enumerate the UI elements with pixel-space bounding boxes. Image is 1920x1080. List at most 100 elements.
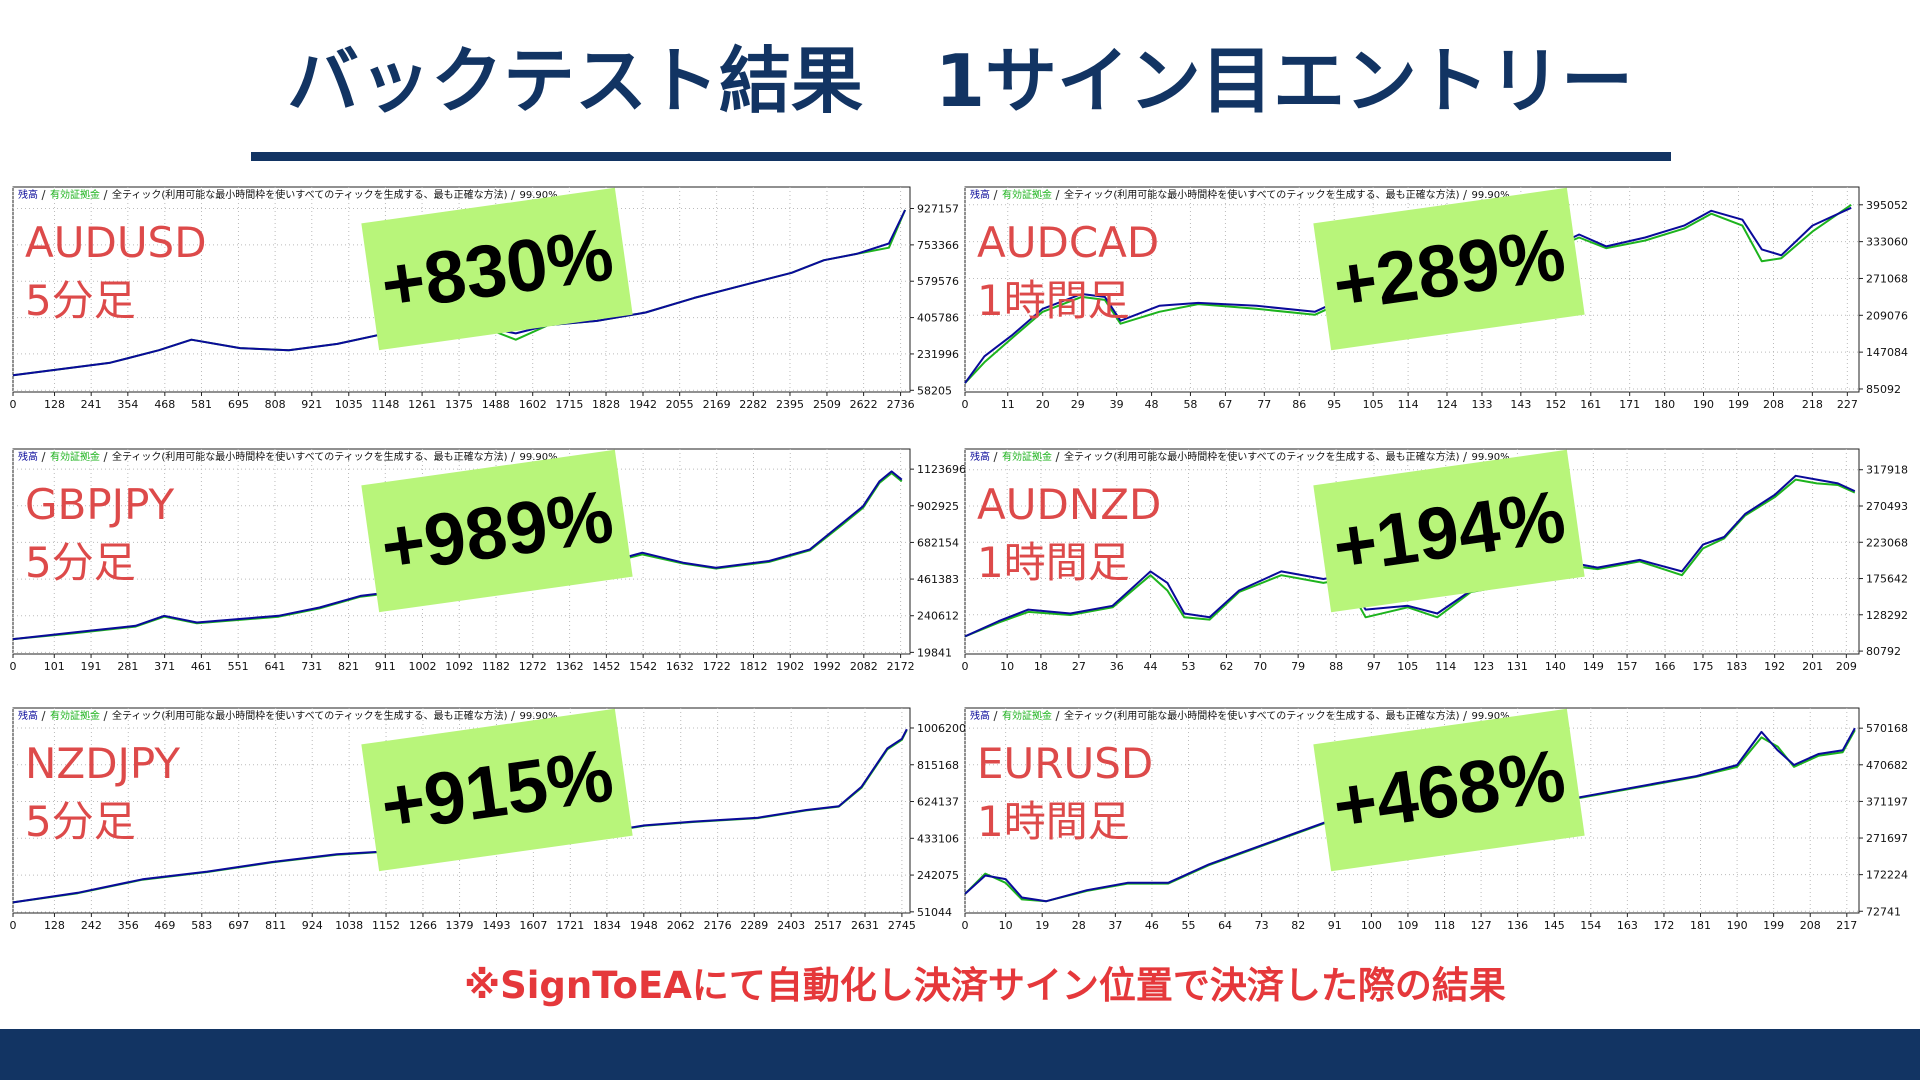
x-tick-label: 811 <box>265 919 286 932</box>
x-tick-label: 44 <box>1144 660 1158 673</box>
x-tick-label: 354 <box>117 398 138 411</box>
model-label: 全ティック(利用可能な最小時間枠を使いすべてのティックを生成する、最も正確な方法… <box>112 450 508 463</box>
x-tick-label: 1542 <box>629 660 657 673</box>
symbol-label: AUDCAD <box>977 218 1159 267</box>
x-tick-label: 114 <box>1398 398 1419 411</box>
x-tick-label: 97 <box>1367 660 1381 673</box>
x-tick-label: 79 <box>1291 660 1305 673</box>
separator <box>103 189 108 201</box>
x-tick-label: 0 <box>962 660 969 673</box>
quality-label: 99.90% <box>1472 190 1510 201</box>
x-tick-label: 2395 <box>776 398 804 411</box>
symbol-label: AUDNZD <box>977 480 1161 529</box>
separator <box>103 710 108 722</box>
x-tick-label: 181 <box>1690 919 1711 932</box>
x-tick-label: 241 <box>81 398 102 411</box>
y-tick-label: 19841 <box>917 646 952 659</box>
x-tick-label: 911 <box>375 660 396 673</box>
gain-badge: +289% <box>1313 187 1585 351</box>
x-tick-label: 201 <box>1802 660 1823 673</box>
x-tick-label: 2631 <box>851 919 879 932</box>
footnote: ※SignToEAにて自動化し決済サイン位置で決済した際の結果 <box>464 964 1506 1007</box>
x-tick-label: 53 <box>1182 660 1196 673</box>
model-label: 全ティック(利用可能な最小時間枠を使いすべてのティックを生成する、最も正確な方法… <box>1064 188 1460 201</box>
x-tick-label: 0 <box>10 660 17 673</box>
model-label: 全ティック(利用可能な最小時間枠を使いすべてのティックを生成する、最も正確な方法… <box>1064 450 1460 463</box>
separator <box>1463 451 1467 463</box>
x-tick-label: 10 <box>1000 660 1014 673</box>
x-tick-label: 10 <box>999 919 1013 932</box>
legend-label: 有効証拠金 <box>1002 709 1052 722</box>
x-tick-label: 172 <box>1653 919 1674 932</box>
y-tick-label: 231996 <box>917 348 959 361</box>
y-tick-label: 85092 <box>1866 383 1901 396</box>
x-tick-label: 821 <box>338 660 359 673</box>
x-tick-label: 77 <box>1257 398 1271 411</box>
x-tick-label: 39 <box>1110 398 1124 411</box>
x-tick-label: 695 <box>228 398 249 411</box>
x-tick-label: 131 <box>1507 660 1528 673</box>
model-label: 全ティック(利用可能な最小時間枠を使いすべてのティックを生成する、最も正確な方法… <box>112 709 508 722</box>
x-tick-label: 136 <box>1507 919 1528 932</box>
x-tick-label: 29 <box>1071 398 1085 411</box>
x-tick-label: 58 <box>1183 398 1197 411</box>
x-tick-label: 0 <box>10 398 17 411</box>
x-tick-label: 183 <box>1726 660 1747 673</box>
separator <box>511 451 515 463</box>
y-tick-label: 242075 <box>917 869 959 882</box>
x-tick-label: 1379 <box>446 919 474 932</box>
x-tick-label: 88 <box>1329 660 1343 673</box>
series-line <box>964 474 1856 638</box>
y-tick-label: 405786 <box>917 312 959 325</box>
y-tick-label: 927157 <box>917 203 959 216</box>
x-tick-label: 371 <box>154 660 175 673</box>
y-tick-label: 624137 <box>917 796 959 809</box>
x-tick-label: 209 <box>1836 660 1857 673</box>
y-tick-label: 1123696 <box>917 463 966 476</box>
x-tick-label: 1488 <box>482 398 510 411</box>
x-tick-label: 1632 <box>666 660 694 673</box>
x-tick-label: 190 <box>1727 919 1748 932</box>
gain-box <box>361 449 633 613</box>
x-tick-label: 0 <box>962 398 969 411</box>
x-tick-label: 11 <box>1001 398 1015 411</box>
x-tick-label: 101 <box>44 660 65 673</box>
x-tick-label: 199 <box>1763 919 1784 932</box>
legend-label: 残高 <box>970 709 990 722</box>
x-tick-label: 82 <box>1291 919 1305 932</box>
y-tick-label: 172224 <box>1866 869 1908 882</box>
x-tick-label: 48 <box>1145 398 1159 411</box>
y-tick-label: 753366 <box>917 239 959 252</box>
quality-label: 99.90% <box>520 711 558 722</box>
x-tick-label: 356 <box>118 919 139 932</box>
y-tick-label: 317918 <box>1866 464 1908 477</box>
x-tick-label: 70 <box>1253 660 1267 673</box>
y-tick-label: 470682 <box>1866 759 1908 772</box>
x-tick-label: 1602 <box>519 398 547 411</box>
separator <box>993 189 998 201</box>
y-tick-label: 371197 <box>1866 795 1908 808</box>
x-tick-label: 191 <box>81 660 102 673</box>
x-tick-label: 55 <box>1182 919 1196 932</box>
y-tick-label: 395052 <box>1866 199 1908 212</box>
timeframe-label: 5分足 <box>25 276 136 325</box>
x-tick-label: 2289 <box>740 919 768 932</box>
x-tick-label: 1828 <box>592 398 620 411</box>
quality-label: 99.90% <box>520 452 558 463</box>
y-tick-label: 72741 <box>1866 905 1901 918</box>
x-tick-label: 2403 <box>777 919 805 932</box>
x-tick-label: 924 <box>302 919 323 932</box>
x-tick-label: 1493 <box>482 919 510 932</box>
x-tick-label: 208 <box>1800 919 1821 932</box>
model-label: 全ティック(利用可能な最小時間枠を使いすべてのティックを生成する、最も正確な方法… <box>112 188 508 201</box>
x-tick-label: 37 <box>1108 919 1122 932</box>
x-tick-label: 95 <box>1327 398 1341 411</box>
x-tick-label: 73 <box>1255 919 1269 932</box>
gain-box <box>361 708 633 872</box>
gain-badge: +989% <box>361 449 633 613</box>
x-tick-label: 461 <box>191 660 212 673</box>
symbol-label: GBPJPY <box>25 480 174 529</box>
x-tick-label: 1375 <box>445 398 473 411</box>
legend-label: 残高 <box>18 188 38 201</box>
x-tick-label: 281 <box>117 660 138 673</box>
